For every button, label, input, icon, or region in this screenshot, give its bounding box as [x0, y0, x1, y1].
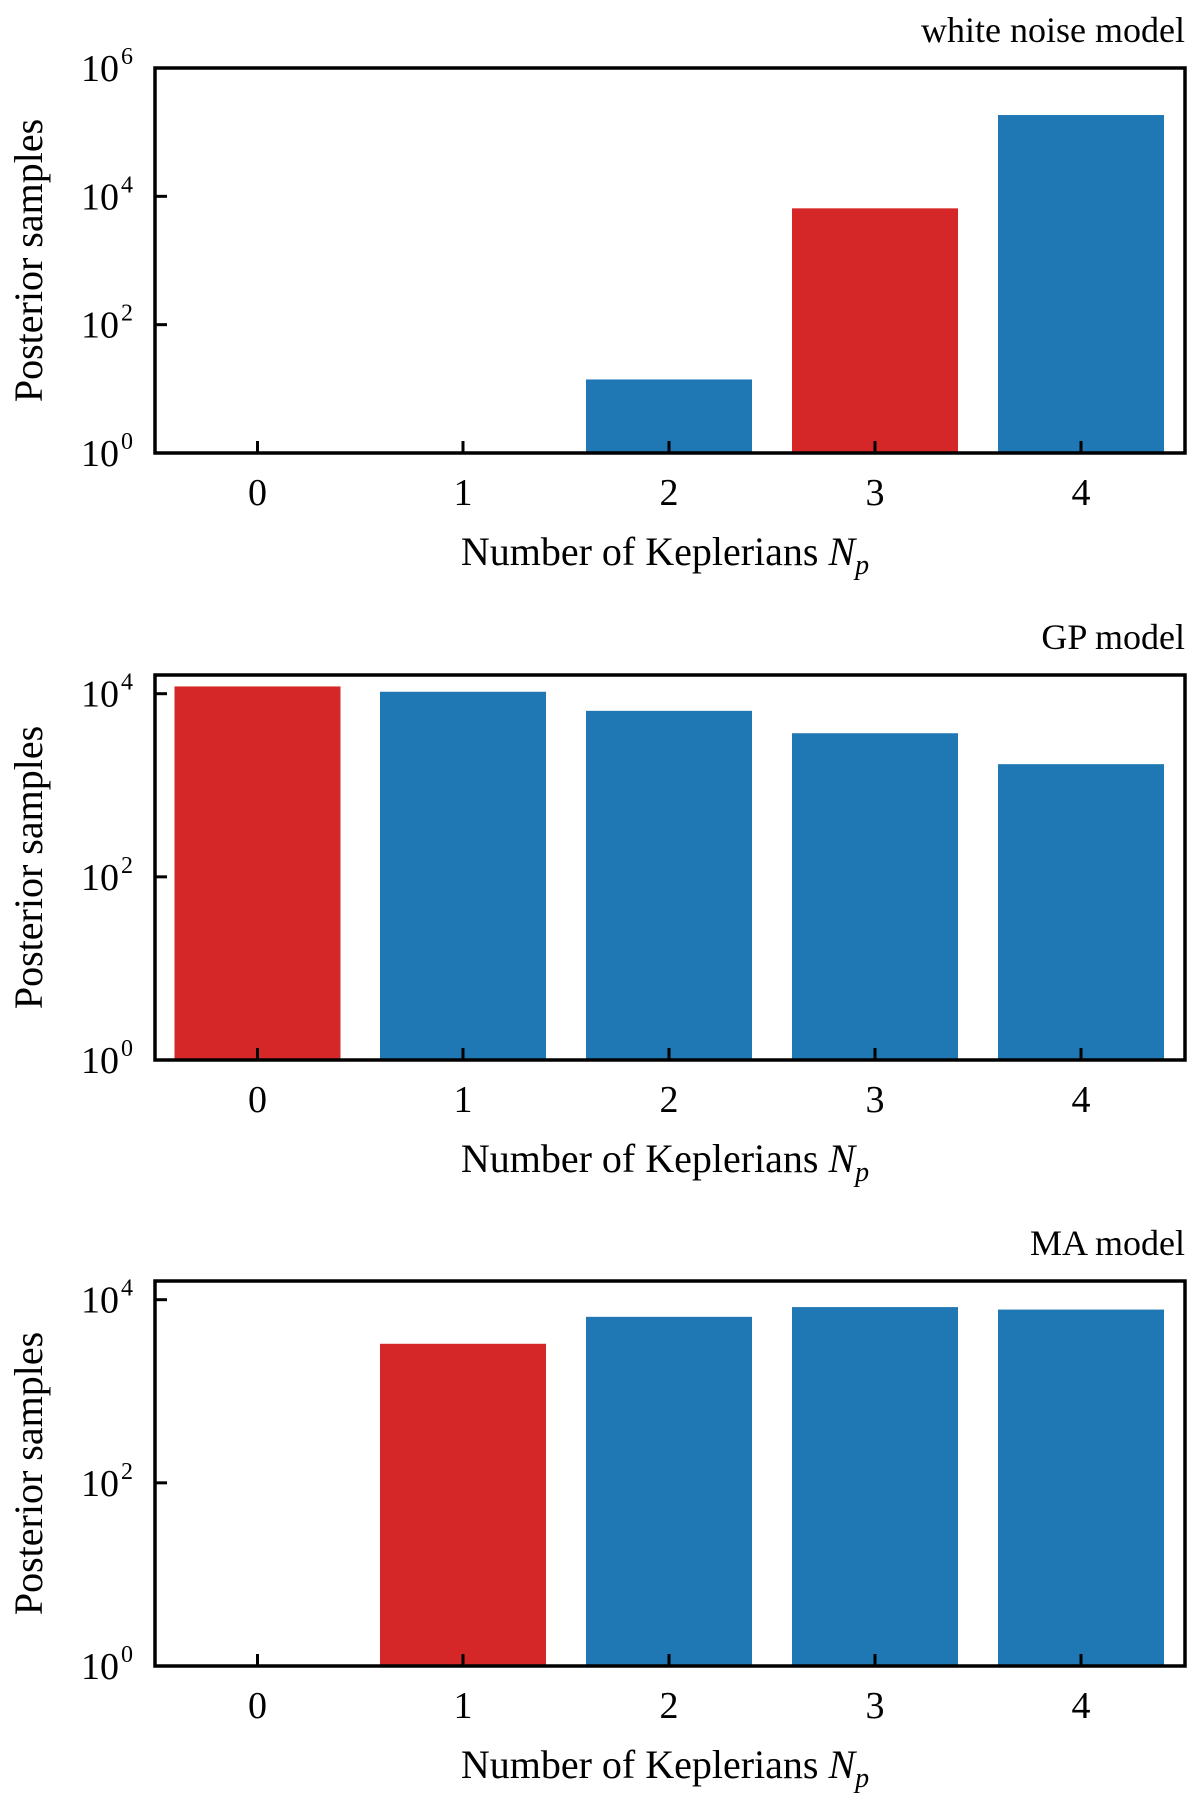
- y-tick-exponent: 4: [121, 1276, 133, 1302]
- x-tick-label: 2: [660, 472, 679, 514]
- y-tick-exponent: 4: [121, 670, 133, 696]
- bar-4: [998, 764, 1164, 1060]
- y-tick-label: 10: [81, 176, 119, 218]
- x-axis-label-subscript: p: [853, 1157, 869, 1188]
- bar-4: [998, 1309, 1164, 1666]
- bar-4: [998, 115, 1164, 454]
- x-axis-label: Number of Keplerians Np: [461, 1742, 869, 1794]
- x-tick-label: 4: [1072, 1685, 1091, 1727]
- y-tick-exponent: 0: [121, 1036, 133, 1062]
- x-tick-label: 2: [660, 1079, 679, 1121]
- bar-3: [792, 733, 958, 1060]
- x-tick-label: 0: [248, 472, 267, 514]
- x-tick-label: 0: [248, 1079, 267, 1121]
- x-axis-label-text: Number of Keplerians: [461, 1136, 829, 1181]
- x-tick-label: 4: [1072, 472, 1091, 514]
- y-tick-exponent: 2: [121, 1459, 133, 1485]
- x-tick-label: 0: [248, 1685, 267, 1727]
- x-axis-label-subscript: p: [853, 1763, 869, 1794]
- chart-title: GP model: [1041, 617, 1185, 657]
- x-tick-label: 3: [866, 1685, 885, 1727]
- x-axis-label-subscript: p: [853, 550, 869, 581]
- bar-1: [380, 1343, 546, 1666]
- y-axis-label: Posterior samples: [6, 726, 51, 1009]
- x-axis-label-text: Number of Keplerians: [461, 529, 829, 574]
- bar-2: [586, 1316, 752, 1666]
- y-tick-label: 10: [81, 1646, 119, 1688]
- y-tick-label: 10: [81, 305, 119, 347]
- y-tick-label: 10: [81, 1463, 119, 1505]
- bar-3: [792, 208, 958, 453]
- bar-2: [586, 710, 752, 1060]
- x-axis-label: Number of Keplerians Np: [461, 1136, 869, 1188]
- bar-0: [174, 686, 341, 1060]
- x-axis-label-text: Number of Keplerians: [461, 1742, 829, 1787]
- bar-2: [586, 379, 752, 453]
- x-tick-label: 1: [454, 1079, 473, 1121]
- y-tick-exponent: 0: [121, 1642, 133, 1668]
- bar-3: [792, 1307, 958, 1666]
- x-axis-label-symbol: N: [827, 1136, 857, 1181]
- y-tick-exponent: 2: [121, 301, 133, 327]
- x-tick-label: 4: [1072, 1079, 1091, 1121]
- y-tick-label: 10: [81, 48, 119, 90]
- y-tick-label: 10: [81, 433, 119, 475]
- y-tick-label: 10: [81, 674, 119, 716]
- x-tick-label: 2: [660, 1685, 679, 1727]
- bar-1: [380, 691, 546, 1060]
- x-tick-label: 3: [866, 1079, 885, 1121]
- y-tick-label: 10: [81, 1280, 119, 1322]
- x-axis-label-symbol: N: [827, 1742, 857, 1787]
- chart-title: white noise model: [921, 10, 1185, 50]
- x-tick-label: 1: [454, 472, 473, 514]
- y-tick-label: 10: [81, 857, 119, 899]
- x-tick-label: 3: [866, 472, 885, 514]
- chart-title: MA model: [1030, 1223, 1185, 1263]
- y-axis-label: Posterior samples: [6, 1332, 51, 1615]
- y-tick-exponent: 0: [121, 429, 133, 455]
- y-tick-label: 10: [81, 1040, 119, 1082]
- y-axis-label: Posterior samples: [6, 119, 51, 402]
- y-tick-exponent: 4: [121, 172, 133, 198]
- x-axis-label: Number of Keplerians Np: [461, 529, 869, 581]
- x-tick-label: 1: [454, 1685, 473, 1727]
- y-tick-exponent: 6: [121, 44, 133, 70]
- y-tick-exponent: 2: [121, 853, 133, 879]
- x-axis-label-symbol: N: [827, 529, 857, 574]
